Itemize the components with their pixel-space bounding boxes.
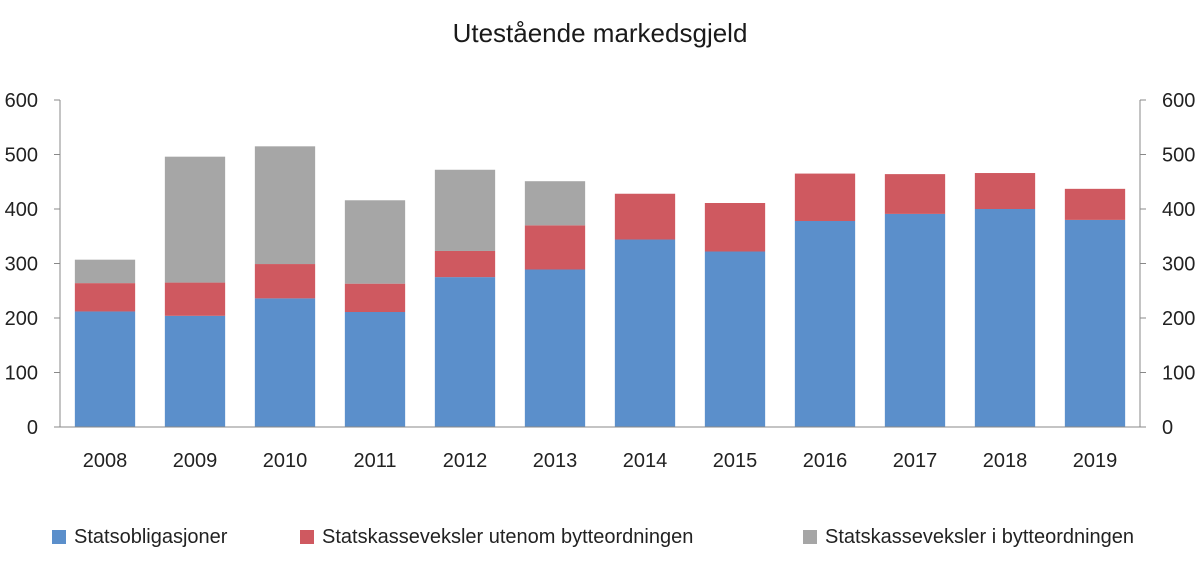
bar-2016-series-1 bbox=[794, 220, 856, 427]
legend-label: Statsobligasjoner bbox=[74, 525, 228, 548]
bars bbox=[74, 146, 1126, 427]
bar-2016-series-2 bbox=[794, 173, 856, 221]
x-tick-label: 2017 bbox=[893, 450, 938, 472]
bar-2012-series-1 bbox=[434, 277, 496, 427]
bar-2012-series-2 bbox=[434, 250, 496, 278]
legend-swatch bbox=[300, 530, 314, 544]
x-tick-label: 2019 bbox=[1073, 450, 1118, 472]
left-tick-label: 0 bbox=[27, 417, 38, 439]
x-tick-label: 2010 bbox=[263, 450, 308, 472]
bar-2008-series-2 bbox=[74, 283, 136, 312]
bar-2017-series-1 bbox=[884, 213, 946, 427]
bar-2018-series-1 bbox=[974, 209, 1036, 427]
left-tick-label: 100 bbox=[5, 363, 38, 385]
bar-2012-series-3 bbox=[434, 169, 496, 251]
bar-2014-series-1 bbox=[614, 239, 676, 427]
legend-swatch bbox=[803, 530, 817, 544]
x-tick-label: 2015 bbox=[713, 450, 758, 472]
left-tick-label: 300 bbox=[5, 254, 38, 276]
right-tick-label: 500 bbox=[1162, 145, 1195, 167]
x-tick-label: 2008 bbox=[83, 450, 128, 472]
left-tick-label: 400 bbox=[5, 199, 38, 221]
bar-2011-series-2 bbox=[344, 283, 406, 313]
bar-2008-series-3 bbox=[74, 259, 136, 284]
x-tick-label: 2014 bbox=[623, 450, 668, 472]
right-tick-label: 200 bbox=[1162, 308, 1195, 330]
chart-title: Utestående markedsgjeld bbox=[453, 18, 748, 48]
x-tick-label: 2018 bbox=[983, 450, 1028, 472]
bar-2009-series-2 bbox=[164, 282, 226, 316]
x-tick-label: 2012 bbox=[443, 450, 488, 472]
bar-2009-series-1 bbox=[164, 315, 226, 427]
bar-2019-series-1 bbox=[1064, 219, 1126, 427]
legend: Statsobligasjoner Statskasseveksler uteno… bbox=[0, 520, 1200, 554]
bar-2013-series-2 bbox=[524, 225, 586, 270]
left-y-axis: 0 100 200 300 400 500 600 bbox=[5, 90, 61, 439]
left-tick-label: 600 bbox=[5, 90, 38, 112]
right-tick-label: 600 bbox=[1162, 90, 1195, 112]
bar-2015-series-1 bbox=[704, 251, 766, 427]
legend-item-3: Statskasseveksler i bytteordningen bbox=[803, 520, 1134, 554]
x-tick-label: 2009 bbox=[173, 450, 218, 472]
bar-2010-series-2 bbox=[254, 264, 316, 299]
right-tick-label: 400 bbox=[1162, 199, 1195, 221]
bar-2017-series-2 bbox=[884, 174, 946, 214]
bar-2010-series-3 bbox=[254, 146, 316, 265]
bar-2010-series-1 bbox=[254, 298, 316, 427]
bar-2013-series-1 bbox=[524, 269, 586, 427]
left-tick-label: 200 bbox=[5, 308, 38, 330]
right-tick-label: 0 bbox=[1162, 417, 1173, 439]
x-tick-label: 2016 bbox=[803, 450, 848, 472]
bar-2011-series-1 bbox=[344, 312, 406, 427]
legend-label: Statskasseveksler utenom bytteordningen bbox=[322, 525, 694, 548]
bar-2015-series-2 bbox=[704, 203, 766, 252]
x-tick-label: 2013 bbox=[533, 450, 578, 472]
left-tick-label: 500 bbox=[5, 145, 38, 167]
bar-2008-series-1 bbox=[74, 311, 136, 427]
right-tick-label: 100 bbox=[1162, 363, 1195, 385]
stacked-bar-chart: Utestående markedsgjeld 0 100 200 300 400 500… bbox=[5, 18, 1196, 472]
bar-2014-series-2 bbox=[614, 193, 676, 240]
x-axis: 2008 2009 2010 2011 2012 2013 2014 2015 2016 2017… bbox=[60, 426, 1140, 472]
bar-2018-series-2 bbox=[974, 173, 1036, 209]
legend-label: Statskasseveksler i bytteordningen bbox=[825, 525, 1135, 548]
bar-2009-series-3 bbox=[164, 156, 226, 283]
bar-2011-series-3 bbox=[344, 200, 406, 284]
bar-2019-series-2 bbox=[1064, 188, 1126, 220]
legend-swatch bbox=[52, 530, 66, 544]
x-tick-label: 2011 bbox=[353, 450, 396, 472]
right-tick-label: 300 bbox=[1162, 254, 1195, 276]
legend-item-1: Statsobligasjoner bbox=[52, 520, 227, 554]
legend-item-2: Statskasseveksler utenom bytteordningen bbox=[300, 520, 693, 554]
bar-2013-series-3 bbox=[524, 181, 586, 226]
right-y-axis: 0 100 200 300 400 500 600 bbox=[1139, 90, 1195, 439]
